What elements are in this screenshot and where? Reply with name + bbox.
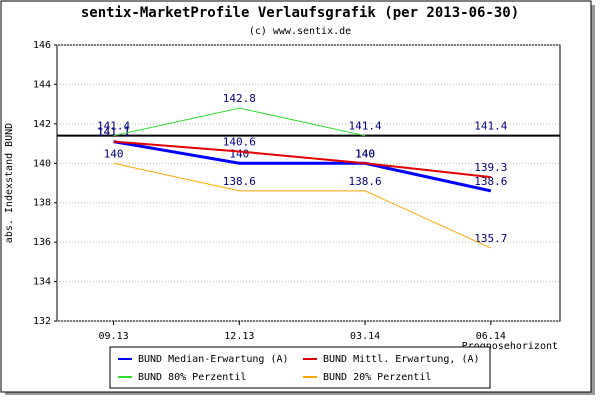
plot-area: [56, 44, 561, 322]
data-label: 141.1: [97, 126, 130, 139]
data-label: 141.4: [97, 120, 130, 133]
data-label: 141.1: [97, 126, 130, 139]
y-tick-label: 134: [33, 277, 51, 288]
x-tick-label: 06.14: [476, 331, 506, 342]
x-axis-label: Prognosehorizont: [462, 341, 558, 352]
y-tick-label: 146: [33, 40, 51, 51]
data-label: 139.3: [474, 161, 507, 174]
legend: [109, 346, 491, 389]
data-label: 141.4: [349, 120, 382, 133]
series-line: [113, 140, 491, 179]
series-line: [113, 162, 492, 249]
legend-label: BUND 20% Perzentil: [323, 372, 431, 383]
x-tick-label: 09.13: [99, 331, 129, 342]
y-tick-label: 132: [33, 316, 51, 327]
chart-title: sentix-MarketProfile Verlaufsgrafik (per…: [81, 5, 519, 21]
data-label: 138.6: [349, 175, 382, 188]
y-axis-label: abs. Indexstand BUND: [4, 123, 15, 243]
data-label: 138.6: [223, 175, 256, 188]
data-label: 140.6: [223, 135, 256, 148]
y-tick-label: 136: [33, 237, 51, 248]
legend-label: BUND Median-Erwartung (A): [138, 354, 289, 365]
y-tick-label: 138: [33, 198, 51, 209]
series-line: [113, 107, 366, 137]
data-label: 140: [229, 147, 249, 160]
x-tick-label: 03.14: [350, 331, 380, 342]
data-label: 140: [355, 147, 375, 160]
y-tick-label: 140: [33, 158, 51, 169]
data-label: 140: [355, 147, 375, 160]
data-label: 135.7: [474, 232, 507, 245]
series-line: [113, 140, 492, 193]
legend-label: BUND Mittl. Erwartung, (A): [323, 354, 480, 365]
reference-label: 141.4: [474, 120, 507, 133]
chart-subtitle: (c) www.sentix.de: [249, 26, 351, 37]
y-tick-label: 144: [33, 79, 51, 90]
y-tick-label: 142: [33, 119, 51, 130]
data-label: 142.8: [223, 92, 256, 105]
data-label: 138.6: [474, 175, 507, 188]
x-tick-label: 12.13: [224, 331, 254, 342]
legend-label: BUND 80% Perzentil: [138, 372, 246, 383]
data-label: 140: [104, 147, 124, 160]
